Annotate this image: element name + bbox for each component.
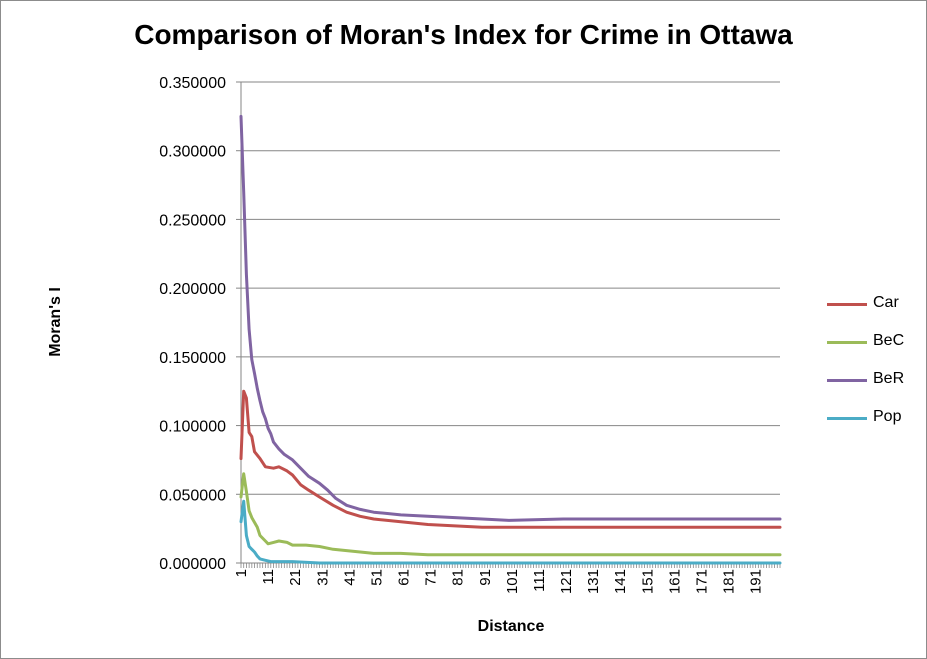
x-tick-label: 51 (368, 569, 385, 586)
legend-swatch (827, 341, 867, 344)
y-tick-label: 0.250000 (159, 212, 226, 229)
x-tick-label: 161 (666, 569, 683, 594)
legend-swatch (827, 379, 867, 382)
legend-swatch (827, 417, 867, 420)
x-tick-label: 181 (721, 569, 738, 594)
x-tick-label: 111 (531, 569, 548, 592)
y-tick-label: 0.350000 (159, 75, 226, 92)
y-tick-label: 0.000000 (159, 556, 226, 573)
x-tick-label: 141 (612, 569, 629, 594)
x-tick-label: 91 (477, 569, 494, 586)
x-tick-label: 1 (233, 569, 250, 577)
series-line-bec (239, 472, 782, 557)
x-tick-label: 31 (314, 569, 331, 586)
legend-swatch (827, 303, 867, 306)
series-line-car (239, 389, 782, 529)
chart-title: Comparison of Moran's Index for Crime in… (134, 19, 793, 50)
x-tick-label: 131 (585, 569, 602, 594)
x-axis-label: Distance (477, 618, 545, 635)
x-tick-label: 81 (450, 569, 467, 586)
x-tick-label: 121 (558, 569, 575, 594)
x-tick-label: 61 (396, 569, 413, 586)
x-tick-label: 101 (504, 569, 521, 594)
x-tick-label: 21 (287, 569, 304, 586)
x-tick-label: 171 (693, 569, 710, 594)
x-tick-label: 151 (639, 569, 656, 594)
legend-label: BeR (873, 370, 905, 387)
x-tick-label: 191 (748, 569, 765, 594)
legend-label: Car (873, 294, 899, 311)
series-line-pop (239, 499, 782, 565)
legend-label: Pop (873, 408, 902, 425)
y-tick-label: 0.050000 (159, 487, 226, 504)
y-tick-label: 0.300000 (159, 144, 226, 161)
x-tick-label: 41 (341, 569, 358, 586)
legend-label: BeC (873, 332, 905, 349)
y-tick-label: 0.150000 (159, 350, 226, 367)
x-tick-label: 71 (423, 569, 440, 586)
y-tick-label: 0.200000 (159, 281, 226, 298)
series-line-ber (239, 114, 782, 522)
x-tick-label: 11 (260, 569, 277, 585)
y-tick-label: 0.100000 (159, 419, 226, 436)
